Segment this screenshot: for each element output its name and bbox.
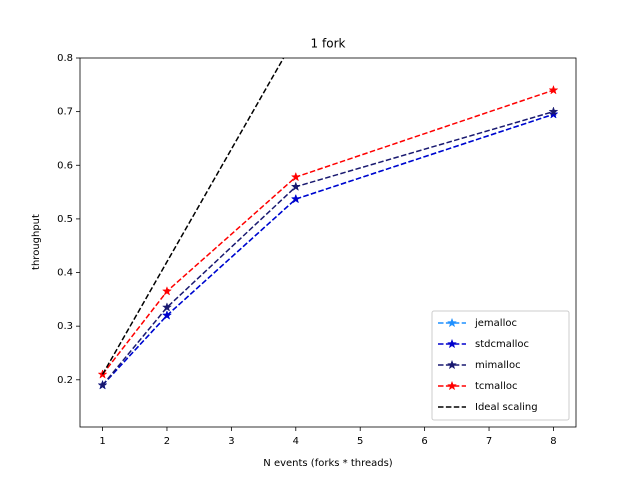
y-tick-label: 0.6 xyxy=(57,160,73,171)
data-point xyxy=(161,310,172,320)
legend-marker xyxy=(446,380,458,391)
data-point xyxy=(290,193,301,204)
legend-marker xyxy=(446,338,458,349)
x-tick-label: 4 xyxy=(293,436,299,447)
y-tick-label: 0.2 xyxy=(57,375,73,386)
y-tick-label: 0.7 xyxy=(57,107,73,118)
legend-label: Ideal scaling xyxy=(475,402,538,413)
legend-marker xyxy=(446,359,458,370)
plot-area xyxy=(97,58,559,390)
legend-label: stdcmalloc xyxy=(475,339,529,350)
y-tick-label: 0.5 xyxy=(57,214,73,225)
series-line xyxy=(101,113,554,386)
legend-label: jemalloc xyxy=(474,318,517,329)
series-line xyxy=(101,89,554,375)
x-tick-label: 8 xyxy=(550,436,556,447)
legend-label: tcmalloc xyxy=(475,381,517,392)
series-line xyxy=(101,110,554,386)
y-tick-label: 0.4 xyxy=(57,268,73,279)
x-tick-label: 3 xyxy=(228,436,234,447)
x-tick-label: 5 xyxy=(357,436,363,447)
x-tick-label: 7 xyxy=(486,436,492,447)
series-line xyxy=(101,58,285,375)
axes-frame xyxy=(79,57,577,428)
x-tick-label: 1 xyxy=(99,436,105,447)
chart-title: 1 fork xyxy=(311,37,346,51)
x-tick-label: 6 xyxy=(421,436,427,447)
y-tick-label: 0.8 xyxy=(57,53,73,64)
legend-label: mimalloc xyxy=(475,360,521,371)
legend-box xyxy=(431,310,570,421)
data-point xyxy=(161,286,172,296)
data-point xyxy=(97,379,108,390)
data-point xyxy=(290,171,301,182)
data-point xyxy=(161,302,172,312)
legend-marker xyxy=(446,317,458,328)
data-point xyxy=(548,84,559,95)
x-tick-label: 2 xyxy=(164,436,170,447)
data-point xyxy=(290,181,301,191)
y-axis-label: throughput xyxy=(31,214,42,270)
y-tick-label: 0.3 xyxy=(57,321,73,332)
data-point xyxy=(548,106,559,116)
x-axis-label: N events (forks * threads) xyxy=(263,458,393,469)
